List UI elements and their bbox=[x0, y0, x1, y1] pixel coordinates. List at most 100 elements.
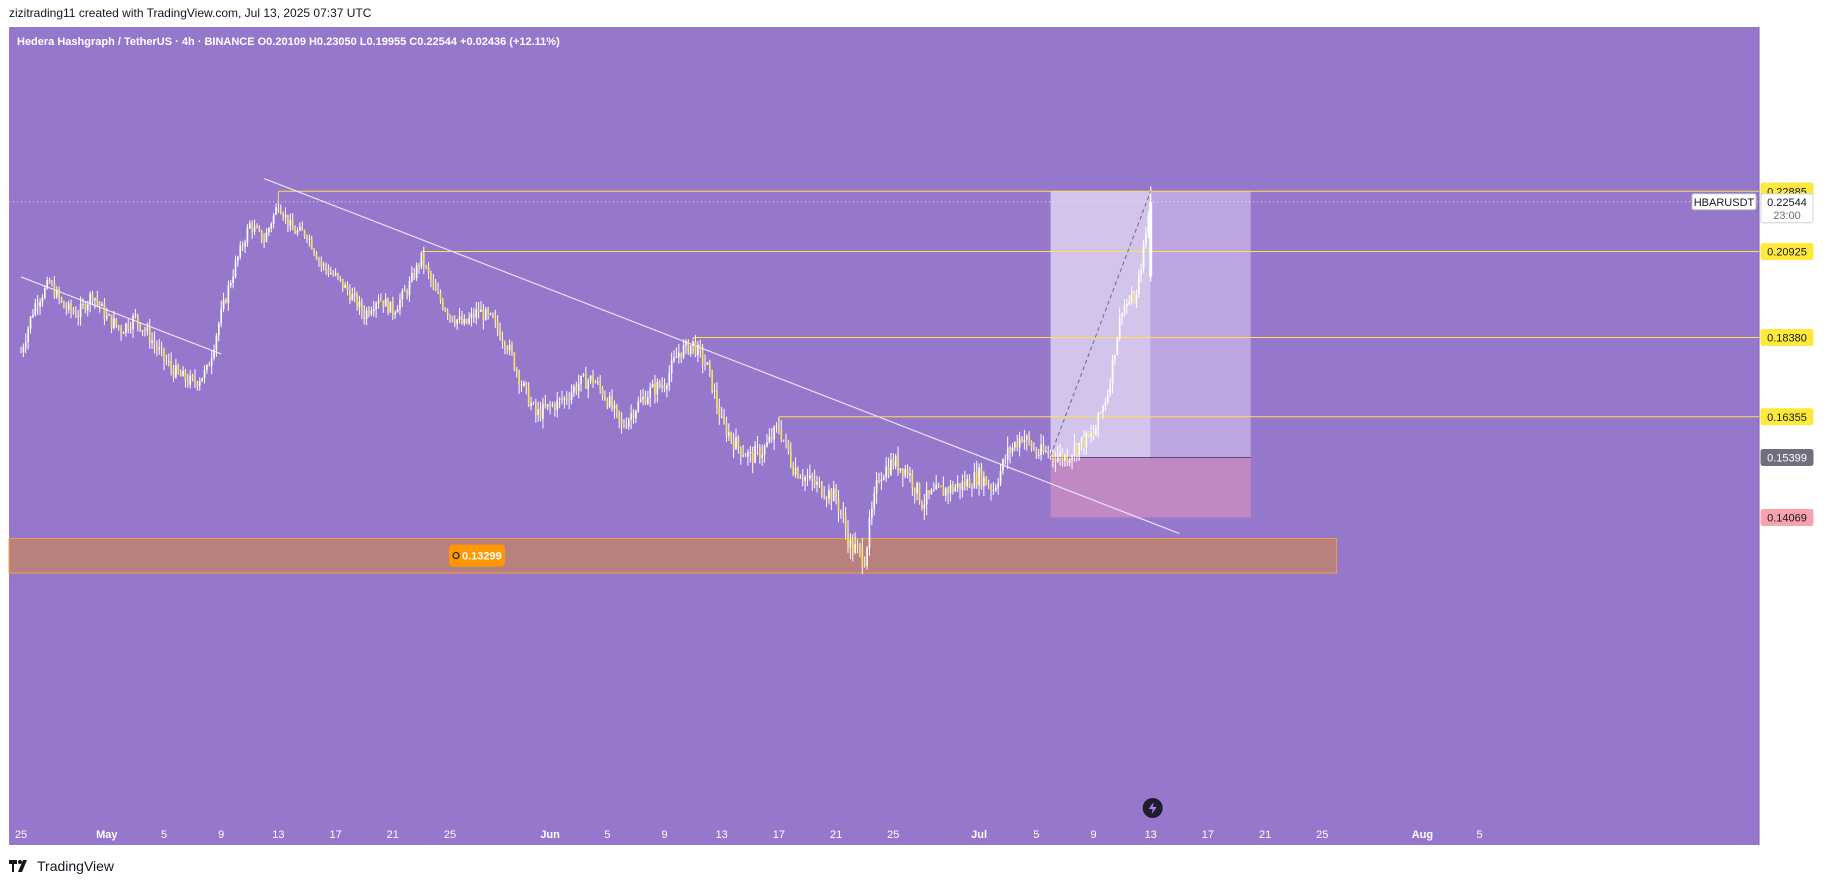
candle-body bbox=[999, 470, 1002, 484]
candle-body bbox=[234, 261, 237, 277]
candle-body bbox=[620, 419, 623, 425]
candle-body bbox=[1109, 384, 1112, 395]
candle-body bbox=[287, 214, 289, 226]
candle-body bbox=[217, 323, 220, 336]
candle-body bbox=[825, 498, 828, 500]
candle-body bbox=[1123, 305, 1126, 314]
candle-body bbox=[987, 485, 990, 487]
candle-body bbox=[1002, 459, 1004, 471]
candle-body bbox=[1071, 455, 1073, 460]
candle-body bbox=[320, 260, 323, 266]
zone-price-badge[interactable] bbox=[449, 544, 505, 567]
candle-body bbox=[508, 344, 511, 351]
candle-body bbox=[1011, 447, 1014, 453]
candle-body bbox=[642, 396, 644, 400]
annotations-layer: 0.13299 bbox=[449, 190, 1163, 818]
candle-body bbox=[978, 467, 980, 486]
candle-body bbox=[792, 465, 795, 475]
symbol-legend[interactable]: Hedera Hashgraph / TetherUS · 4h · BINAN… bbox=[17, 36, 560, 48]
candle-body bbox=[694, 341, 697, 356]
candle-body bbox=[673, 357, 675, 361]
candle-body bbox=[48, 280, 51, 283]
candle-body bbox=[1104, 401, 1107, 406]
candle-body bbox=[313, 249, 315, 254]
symbol-tag[interactable] bbox=[1691, 193, 1757, 211]
price-tick-label: 0.20000 bbox=[1770, 275, 1810, 287]
candle-body bbox=[1145, 232, 1147, 245]
candle-body bbox=[406, 291, 408, 296]
candle-body bbox=[646, 397, 649, 404]
candle-body bbox=[377, 300, 380, 304]
candle-body bbox=[384, 298, 387, 307]
price-axis[interactable]: 0.29000 0.27000 0.25000 0.24000 0.20000 0.190… bbox=[1770, 25, 1810, 685]
candle-body bbox=[661, 385, 663, 387]
candle-body bbox=[687, 341, 690, 354]
candle-body bbox=[644, 396, 647, 404]
candle-body bbox=[29, 316, 32, 329]
candle-body bbox=[954, 487, 957, 492]
candle-body bbox=[208, 365, 211, 367]
candle-body bbox=[327, 269, 330, 274]
candle-body bbox=[146, 327, 149, 332]
time-tick-label: 25 bbox=[1316, 829, 1328, 841]
candle-body bbox=[70, 303, 72, 311]
candle-body bbox=[210, 357, 213, 367]
candle-body bbox=[472, 313, 475, 318]
candle-body bbox=[360, 301, 363, 312]
candle-body bbox=[222, 299, 225, 309]
candle-body bbox=[84, 303, 87, 311]
candle-body bbox=[225, 299, 227, 303]
candle-body bbox=[1028, 436, 1030, 442]
time-tick-label: 17 bbox=[329, 829, 341, 841]
candle-body bbox=[878, 480, 880, 482]
candle-body bbox=[129, 329, 132, 331]
candle-body bbox=[985, 476, 988, 486]
candle-body bbox=[623, 424, 625, 427]
time-tick-label: 25 bbox=[444, 829, 456, 841]
candle-body bbox=[975, 471, 978, 486]
candle-body bbox=[1075, 444, 1078, 455]
candle-body bbox=[456, 319, 458, 324]
candle-body bbox=[306, 236, 308, 240]
time-tick-label: May bbox=[96, 829, 118, 841]
candle-body bbox=[539, 409, 542, 419]
candle-body bbox=[277, 207, 280, 210]
candle-body bbox=[299, 226, 301, 231]
candle-body bbox=[82, 303, 84, 305]
candle-body bbox=[1040, 444, 1042, 455]
candle-body bbox=[635, 411, 637, 419]
candle-body bbox=[442, 300, 444, 309]
candle-body bbox=[770, 436, 773, 440]
time-axis[interactable]: 25 May 5 9 13 17 21 25 Jun 5 9 13 17 21 25 Jul 5 9 13 17 21 2… bbox=[15, 829, 1483, 841]
candle-body bbox=[339, 276, 342, 279]
candle-body bbox=[1033, 448, 1035, 450]
candle-body bbox=[768, 436, 771, 443]
candle-body bbox=[132, 316, 134, 330]
candle-body bbox=[685, 341, 687, 346]
candle-body bbox=[782, 439, 785, 441]
candle-body bbox=[396, 309, 399, 313]
candle-body bbox=[854, 543, 857, 554]
candle-body bbox=[182, 370, 184, 377]
candle-body bbox=[723, 416, 725, 423]
candle-body bbox=[229, 283, 232, 286]
candle-body bbox=[41, 297, 44, 303]
candle-body bbox=[627, 419, 630, 427]
candle-body bbox=[556, 399, 559, 411]
tradingview-logo[interactable]: TradingView bbox=[9, 856, 114, 876]
candle-body bbox=[1121, 313, 1123, 317]
candle-body bbox=[1073, 444, 1076, 456]
candle-body bbox=[270, 223, 273, 229]
candle-body bbox=[241, 245, 244, 247]
price-tick-label: 0.25000 bbox=[1770, 124, 1810, 136]
candle-body bbox=[801, 478, 804, 481]
candle-body bbox=[465, 319, 468, 324]
candle-body bbox=[573, 386, 575, 393]
candle-body bbox=[72, 310, 75, 313]
candle-body bbox=[89, 293, 91, 305]
candle-body bbox=[699, 344, 702, 350]
candle-body bbox=[1095, 428, 1097, 436]
candle-body bbox=[387, 298, 389, 313]
candle-body bbox=[994, 487, 997, 491]
